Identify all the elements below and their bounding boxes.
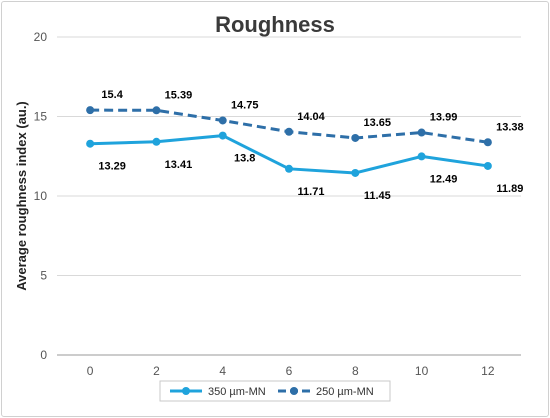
legend-label: 250 µm-MN — [316, 386, 374, 398]
x-tick-label: 4 — [219, 364, 226, 378]
data-label: 13.41 — [165, 159, 193, 171]
y-tick-label: 0 — [40, 348, 47, 362]
data-label: 13.38 — [496, 121, 524, 133]
series — [86, 106, 492, 177]
y-tick-label: 10 — [34, 189, 48, 203]
legend-marker — [182, 387, 190, 395]
data-point — [152, 137, 161, 146]
data-point — [218, 131, 227, 140]
x-tick-label: 2 — [153, 364, 160, 378]
legend-box — [159, 380, 391, 402]
data-point — [285, 127, 293, 136]
y-axis-label: Average roughness index (au.) — [14, 101, 29, 291]
data-point — [483, 138, 492, 147]
legend: 350 µm-MN 250 µm-MN — [159, 380, 391, 402]
data-point — [351, 168, 360, 177]
x-tick-label: 6 — [286, 364, 293, 378]
y-tick-label: 15 — [34, 110, 48, 124]
data-labels: 13.29 13.41 13.8 11.71 11.45 12.49 11.89 15.4 15… — [98, 89, 523, 202]
x-tick-label: 12 — [481, 364, 495, 378]
x-tick-label: 8 — [352, 364, 359, 378]
data-point — [417, 152, 426, 161]
data-point — [86, 139, 95, 148]
data-label: 11.71 — [298, 186, 325, 198]
series-line — [90, 108, 489, 144]
data-label: 15.4 — [101, 89, 123, 101]
data-label: 11.89 — [496, 183, 523, 195]
data-label: 13.99 — [430, 112, 458, 124]
data-label: 14.75 — [231, 99, 259, 111]
data-point — [483, 161, 492, 170]
data-point — [152, 106, 161, 115]
data-label: 14.04 — [297, 111, 325, 123]
data-label: 13.65 — [364, 117, 392, 129]
data-point — [351, 133, 360, 142]
data-point — [86, 106, 95, 115]
data-point — [285, 164, 293, 173]
legend-label: 350 µm-MN — [208, 386, 266, 398]
grid — [57, 36, 521, 356]
data-point — [218, 116, 227, 125]
y-tick-label: 5 — [40, 269, 47, 283]
chart-title: Roughness — [215, 12, 335, 37]
data-label: 12.49 — [430, 173, 458, 185]
data-label: 11.45 — [364, 190, 391, 202]
x-axis-ticks: 0 2 4 6 8 10 12 — [87, 364, 495, 378]
data-label: 13.8 — [234, 153, 255, 165]
x-tick-label: 0 — [87, 364, 94, 378]
legend-marker — [290, 387, 298, 395]
data-label: 13.29 — [98, 161, 126, 173]
data-point — [417, 128, 426, 137]
y-tick-label: 20 — [34, 30, 48, 44]
x-tick-label: 10 — [415, 364, 429, 378]
y-axis-ticks: 0 5 10 15 20 — [34, 30, 48, 362]
data-label: 15.39 — [165, 89, 193, 101]
